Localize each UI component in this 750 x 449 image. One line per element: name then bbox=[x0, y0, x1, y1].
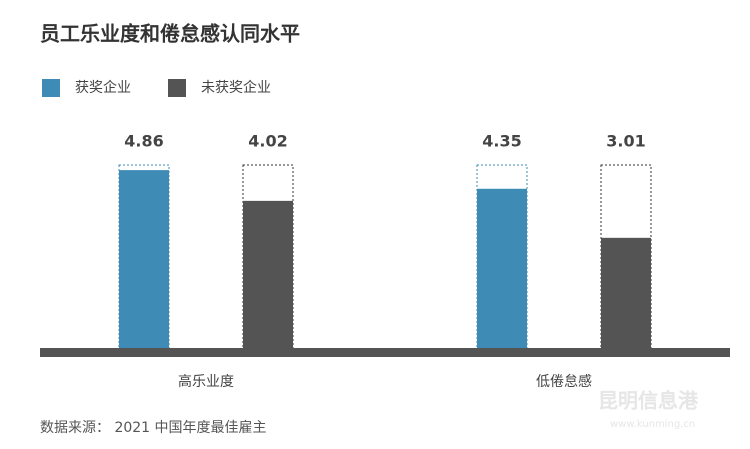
value-label: 4.86 bbox=[124, 132, 163, 151]
bar bbox=[601, 237, 651, 348]
value-label: 3.01 bbox=[606, 132, 645, 151]
chart-title: 员工乐业度和倦怠感认同水平 bbox=[40, 22, 300, 46]
x-tick-label: 高乐业度 bbox=[178, 373, 234, 390]
x-tick-label: 低倦怠感 bbox=[536, 373, 592, 390]
watermark: 昆明信息港 bbox=[598, 389, 699, 413]
legend-swatch bbox=[42, 79, 60, 97]
bar bbox=[243, 200, 293, 348]
legend-label: 获奖企业 bbox=[75, 79, 131, 96]
legend-label: 未获奖企业 bbox=[201, 79, 271, 96]
bar bbox=[119, 170, 169, 348]
baseline bbox=[40, 348, 730, 357]
value-label: 4.02 bbox=[248, 132, 287, 151]
bar bbox=[477, 188, 527, 348]
value-label: 4.35 bbox=[482, 132, 521, 151]
watermark-url: www.kunming.cn bbox=[610, 419, 695, 430]
source: 数据来源： 2021 中国年度最佳雇主 bbox=[40, 419, 267, 436]
legend-swatch bbox=[168, 79, 186, 97]
